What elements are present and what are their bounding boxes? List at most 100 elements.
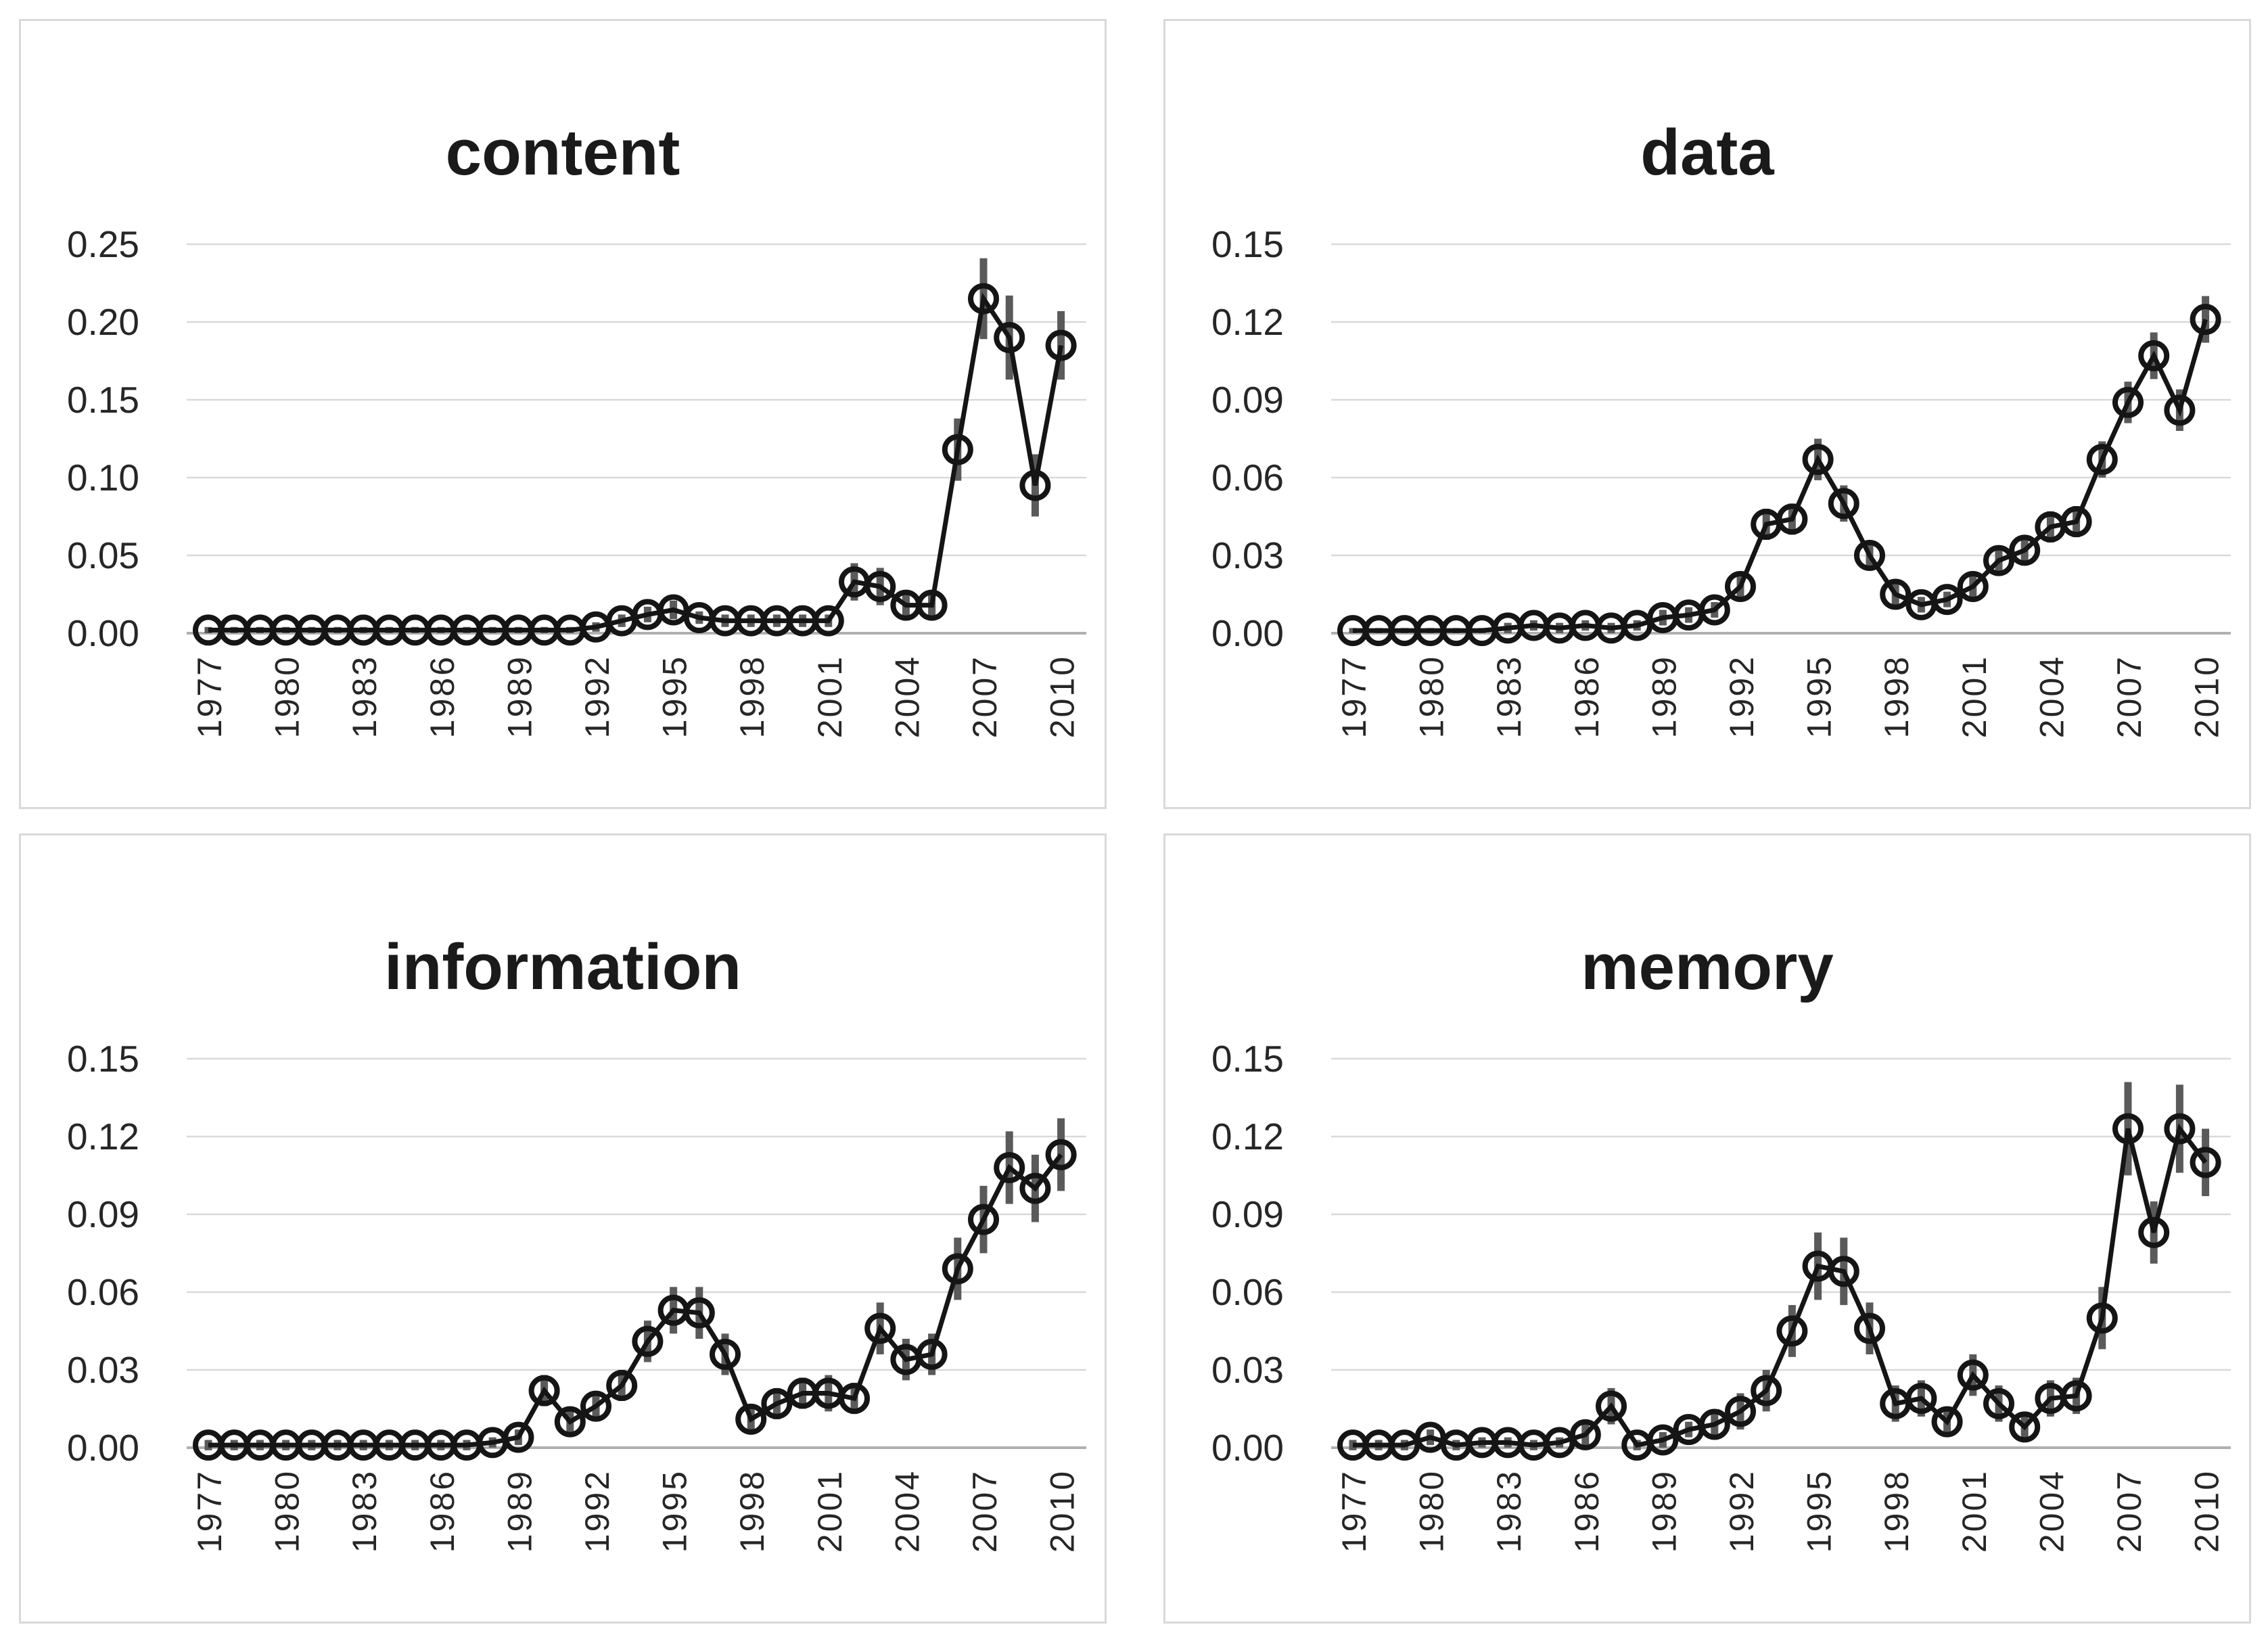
- data-point-marker: [735, 1403, 767, 1435]
- y-tick-label: 0.03: [67, 1349, 139, 1391]
- x-tick-label: 1977: [191, 1469, 229, 1553]
- y-tick-label: 0.15: [67, 1038, 139, 1080]
- data-point-marker: [1647, 1424, 1679, 1456]
- y-tick-label: 0.00: [1211, 612, 1284, 654]
- x-tick-label: 1977: [1335, 1469, 1373, 1553]
- x-tick-label: 1983: [1490, 1469, 1528, 1553]
- data-point-marker: [580, 1390, 611, 1422]
- y-tick-label: 0.09: [1211, 379, 1284, 421]
- x-tick-label: 1998: [1878, 1469, 1916, 1553]
- x-tick-label: 1980: [1413, 655, 1451, 738]
- y-tick-label: 0.06: [67, 1271, 139, 1313]
- x-tick-label: 1998: [733, 1469, 771, 1553]
- x-tick-label: 1995: [1801, 1469, 1838, 1553]
- data-point-marker: [1983, 545, 2014, 576]
- panel-memory: memory 0.00 0.03 0.06 0.09 0.12 0.15 1977 1980 1…: [1163, 833, 2251, 1624]
- y-tick-label: 0.03: [1211, 534, 1284, 576]
- data-point-marker: [2009, 534, 2041, 566]
- data-point-marker: [2060, 1380, 2092, 1412]
- data-point-marker: [1802, 444, 1834, 476]
- chart-information: information 0.00 0.03 0.06 0.09 0.12 0.15 1977…: [19, 833, 1107, 1624]
- data-point-marker: [968, 283, 999, 315]
- chart-grid: content 0.00 0.05 0.10 0.15 0.20 0.25 1977 1980…: [19, 19, 2251, 1624]
- plot-area: 0.00 0.03 0.06 0.09 0.12 0.15 1977 1980 1983 1986…: [67, 1038, 1086, 1553]
- x-tick-label: 2007: [2110, 1469, 2148, 1553]
- data-point-marker: [994, 322, 1025, 353]
- data-point-marker: [2112, 386, 2144, 418]
- data-point-marker: [1019, 1172, 1051, 1204]
- y-tick-label: 0.12: [1211, 1116, 1284, 1157]
- x-tick-label: 2001: [1955, 655, 1993, 738]
- y-tick-label: 0.10: [67, 457, 139, 499]
- chart-data: data 0.00 0.03 0.06 0.09 0.12 0.15 1977 1980 198…: [1163, 19, 2251, 809]
- x-tick-label: 2010: [2188, 1469, 2226, 1553]
- y-tick-label: 0.15: [67, 379, 139, 421]
- data-point-marker: [683, 1297, 715, 1329]
- y-tick-label: 0.05: [67, 534, 139, 576]
- data-point-marker: [503, 1421, 534, 1453]
- chart-content: content 0.00 0.05 0.10 0.15 0.20 0.25 1977 1980…: [19, 19, 1107, 809]
- panel-border: [19, 833, 1107, 1624]
- x-tick-label: 1995: [1801, 655, 1838, 738]
- x-tick-label: 1983: [346, 655, 384, 738]
- x-tick-label: 2007: [966, 655, 1004, 738]
- data-point-marker: [864, 571, 896, 602]
- x-tick-label: 1986: [1568, 655, 1606, 738]
- data-point-marker: [942, 1253, 973, 1285]
- data-point-marker: [2164, 394, 2196, 426]
- y-tick-label: 0.15: [1211, 1038, 1284, 1080]
- plot-area: 0.00 0.03 0.06 0.09 0.12 0.15 1977 1980 1983 1986…: [1211, 223, 2231, 738]
- data-point-marker: [632, 1325, 664, 1357]
- data-point-marker: [1725, 1396, 1756, 1427]
- x-tick-label: 2007: [2110, 655, 2148, 738]
- data-point-marker: [2112, 1113, 2144, 1145]
- data-point-marker: [942, 434, 973, 465]
- x-tick-label: 2001: [1955, 1469, 1993, 1553]
- x-tick-label: 1992: [1723, 655, 1761, 738]
- x-tick-label: 2004: [2033, 1469, 2070, 1553]
- data-point-marker: [1698, 1408, 1730, 1440]
- x-tick-label: 1986: [423, 1469, 461, 1553]
- panel-border: [1163, 19, 2251, 809]
- panel-border: [19, 19, 1107, 809]
- y-tick-label: 0.03: [1211, 1349, 1284, 1391]
- data-point-marker: [1931, 584, 1963, 616]
- plot-area: 0.00 0.03 0.06 0.09 0.12 0.15 1977 1980 1983 1986…: [1211, 1038, 2231, 1553]
- x-tick-label: 1989: [1645, 655, 1683, 738]
- y-tick-label: 0.06: [1211, 457, 1284, 499]
- data-point-marker: [1983, 1387, 2014, 1419]
- data-point-marker: [1751, 1375, 1782, 1406]
- data-point-marker: [761, 1387, 793, 1419]
- x-tick-label: 1977: [191, 655, 229, 738]
- data-point-marker: [2086, 444, 2118, 476]
- data-point-marker: [1957, 1359, 1989, 1391]
- data-point-marker: [1019, 469, 1051, 501]
- x-tick-label: 2010: [1044, 1469, 1082, 1553]
- x-tick-label: 2010: [1044, 655, 1082, 738]
- data-point-marker: [2138, 340, 2170, 371]
- y-tick-label: 0.00: [67, 612, 139, 654]
- data-point-marker: [1880, 578, 1912, 610]
- x-tick-label: 1998: [733, 655, 771, 738]
- chart-title: content: [446, 116, 680, 189]
- x-tick-label: 1980: [1413, 1469, 1451, 1553]
- panel-data: data 0.00 0.03 0.06 0.09 0.12 0.15 1977 1980 198…: [1163, 19, 2251, 809]
- data-point-marker: [2086, 1302, 2118, 1334]
- panel-border: [1163, 833, 2251, 1624]
- x-tick-label: 2001: [811, 1469, 849, 1553]
- data-point-marker: [812, 605, 844, 637]
- x-tick-label: 1989: [1645, 1469, 1683, 1553]
- y-tick-label: 0.00: [1211, 1427, 1284, 1469]
- x-tick-label: 1998: [1878, 655, 1916, 738]
- data-point-marker: [554, 1406, 586, 1438]
- x-tick-label: 1980: [269, 1469, 306, 1553]
- chart-title: information: [384, 931, 741, 1003]
- data-point-marker: [1905, 1383, 1937, 1415]
- data-point-marker: [916, 1339, 948, 1370]
- x-tick-label: 1989: [501, 1469, 538, 1553]
- data-point-marker: [864, 1312, 896, 1344]
- x-tick-label: 2010: [2188, 655, 2226, 738]
- x-tick-label: 1983: [1490, 655, 1528, 738]
- x-tick-label: 2007: [966, 1469, 1004, 1553]
